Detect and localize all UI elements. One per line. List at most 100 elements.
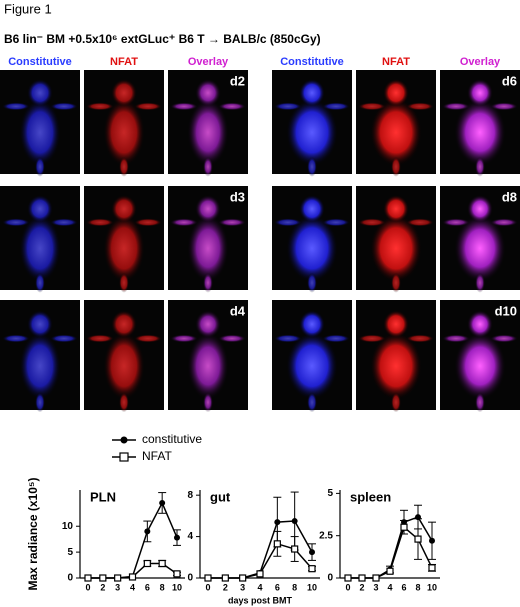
y-tick-label: 5 [327, 488, 333, 499]
point [174, 534, 180, 541]
x-tick-label: 6 [145, 582, 150, 592]
column-header: NFAT [110, 56, 138, 68]
image-signal [218, 334, 246, 343]
column-header: Constitutive [8, 56, 72, 68]
image-signal [299, 78, 325, 107]
image-signal [299, 194, 325, 223]
image-signal [383, 78, 409, 107]
image-signal [358, 218, 386, 227]
y-tick-label: 10 [62, 521, 74, 532]
x-tick-label: 2 [223, 582, 228, 592]
point [239, 574, 247, 582]
image-signal [370, 332, 422, 400]
image-signal [103, 214, 145, 283]
point [274, 519, 281, 526]
image-signal [203, 156, 213, 177]
point [144, 528, 151, 535]
day-label: d6 [502, 73, 517, 88]
point [128, 573, 137, 581]
x-tick-label: 10 [172, 582, 182, 592]
image-signal [307, 272, 317, 293]
x-tick-label: 8 [160, 582, 165, 592]
image-signal [86, 218, 114, 227]
image-signal [119, 392, 129, 413]
point [344, 574, 352, 582]
day-label: d4 [230, 303, 246, 318]
point [159, 499, 166, 506]
image-signal [50, 218, 78, 227]
image-signal [203, 392, 213, 413]
point [84, 574, 92, 582]
image-signal [490, 102, 518, 111]
image-signal [50, 102, 78, 111]
image-signal [475, 272, 485, 293]
chart-title: gut [210, 489, 231, 504]
image-signal [27, 78, 53, 107]
image-signal [2, 218, 30, 227]
image-signal [27, 310, 53, 339]
image-signal [119, 272, 129, 293]
image-signal [370, 98, 422, 167]
x-tick-label: 6 [401, 582, 406, 592]
point [291, 545, 299, 553]
legend-marker [120, 436, 128, 444]
image-signal [406, 218, 434, 227]
image-signal [442, 334, 470, 343]
chart-title: spleen [350, 489, 391, 504]
image-signal [170, 334, 198, 343]
image-signal [111, 78, 137, 107]
day-label: d10 [495, 303, 517, 318]
x-tick-label: 8 [415, 582, 420, 592]
x-tick-label: 3 [115, 582, 120, 592]
image-signal [86, 102, 114, 111]
image-signal [218, 102, 246, 111]
image-signal [391, 392, 401, 413]
image-signal [111, 310, 137, 339]
image-signal [467, 78, 493, 107]
image-signal [19, 332, 61, 400]
x-tick-label: 2 [100, 582, 105, 592]
image-signal [274, 218, 302, 227]
point [204, 574, 212, 582]
image-signal [322, 334, 350, 343]
image-signal [19, 98, 61, 167]
image-signal [111, 194, 137, 223]
image-signal [475, 156, 485, 177]
image-signal [187, 332, 229, 400]
point [358, 574, 366, 582]
image-signal [187, 214, 229, 283]
image-signal [50, 334, 78, 343]
point [99, 574, 107, 582]
image-signal [35, 156, 45, 177]
image-signal [274, 102, 302, 111]
x-axis-label: days post BMT [228, 595, 293, 605]
image-signal [203, 272, 213, 293]
image-signal [86, 334, 114, 343]
point [386, 567, 394, 575]
x-tick-label: 3 [373, 582, 378, 592]
point [309, 549, 315, 556]
image-signal [467, 194, 493, 223]
legend-marker [119, 452, 129, 462]
image-signal [299, 310, 325, 339]
point [158, 559, 166, 568]
image-signal [2, 102, 30, 111]
image-signal [391, 156, 401, 177]
image-signal [35, 272, 45, 293]
image-signal [406, 102, 434, 111]
point [308, 565, 316, 573]
x-tick-label: 3 [240, 582, 245, 592]
image-signal [286, 214, 338, 283]
image-signal [274, 334, 302, 343]
point [221, 574, 229, 582]
y-tick-label: 2.5 [319, 530, 333, 541]
image-signal [490, 334, 518, 343]
y-tick-label: 4 [187, 531, 193, 542]
image-signal [286, 332, 338, 400]
point [273, 540, 281, 548]
figure-subtitle: B6 lin⁻ BM +0.5x10⁶ extGLuc⁺ B6 T → BALB… [4, 32, 321, 46]
image-signal [134, 102, 162, 111]
day-label: d3 [230, 189, 245, 204]
image-signal [442, 218, 470, 227]
image-signal [187, 98, 229, 167]
